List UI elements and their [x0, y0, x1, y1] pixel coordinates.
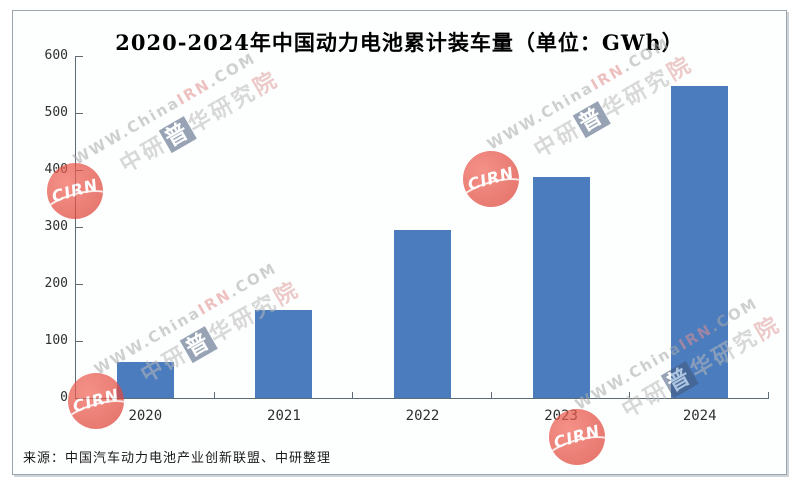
bar-2022: [394, 229, 451, 398]
y-axis-label-300: 300: [44, 219, 68, 234]
y-axis-tick-300: [76, 227, 83, 228]
y-axis-label-500: 500: [44, 105, 68, 120]
x-axis-label-2024: 2024: [682, 408, 717, 424]
x-axis-label-2021: 2021: [267, 408, 301, 424]
x-axis-tick-1: [213, 392, 215, 398]
bar-2023: [532, 176, 590, 398]
x-axis-tick-5: [768, 392, 769, 398]
bar-2020: [116, 362, 174, 398]
bar-2021: [255, 310, 313, 398]
x-axis-label-2022: 2022: [405, 408, 440, 424]
plot-area: 0 100 200 300 400 500 600 2020 2021 2022 2023 2024: [45, 48, 769, 424]
chart-frame: 2020-2024年中国动力电池累计装车量（单位：GWh） 0 100 200 300…: [12, 10, 787, 475]
y-axis-label-600: 600: [44, 48, 68, 63]
x-axis-label-2023: 2023: [544, 408, 578, 424]
y-axis-tick-200: [76, 284, 83, 285]
y-axis-tick-100: [76, 341, 83, 342]
x-axis-tick-3: [490, 392, 492, 398]
chart-title: 2020-2024年中国动力电池累计装车量（单位：GWh）: [115, 30, 684, 55]
x-axis-tick-2: [352, 392, 354, 398]
y-axis-label-100: 100: [44, 333, 68, 348]
y-axis-tick-500: [76, 113, 83, 114]
x-axis-tick-4: [629, 392, 631, 398]
y-axis-label-200: 200: [44, 276, 68, 291]
cirn-logo-text: CIRN: [551, 420, 603, 453]
x-axis-label-2020: 2020: [128, 408, 163, 424]
y-axis-tick-400: [76, 170, 83, 171]
y-axis-tick-600: [76, 56, 83, 57]
y-axis-label-0: 0: [60, 390, 68, 405]
source-note: 来源：中国汽车动力电池产业创新联盟、中研整理: [23, 451, 332, 466]
cirn-logo-swoosh: [549, 429, 605, 465]
y-axis-label-400: 400: [44, 162, 68, 177]
bar-2024: [671, 85, 729, 398]
